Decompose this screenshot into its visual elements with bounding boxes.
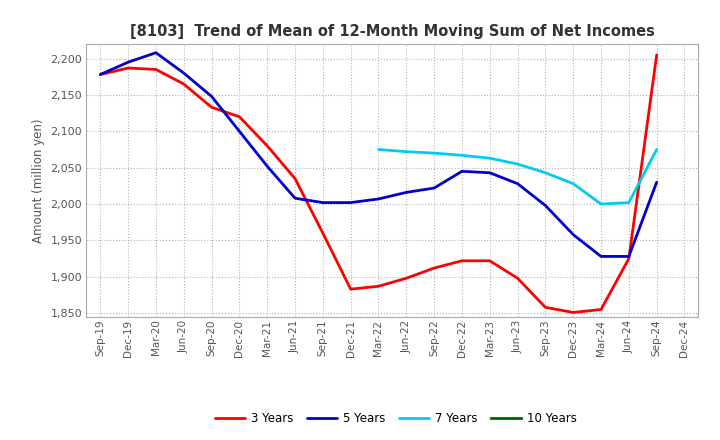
Y-axis label: Amount (million yen): Amount (million yen): [32, 118, 45, 242]
Title: [8103]  Trend of Mean of 12-Month Moving Sum of Net Incomes: [8103] Trend of Mean of 12-Month Moving …: [130, 24, 654, 39]
Legend: 3 Years, 5 Years, 7 Years, 10 Years: 3 Years, 5 Years, 7 Years, 10 Years: [211, 407, 581, 430]
